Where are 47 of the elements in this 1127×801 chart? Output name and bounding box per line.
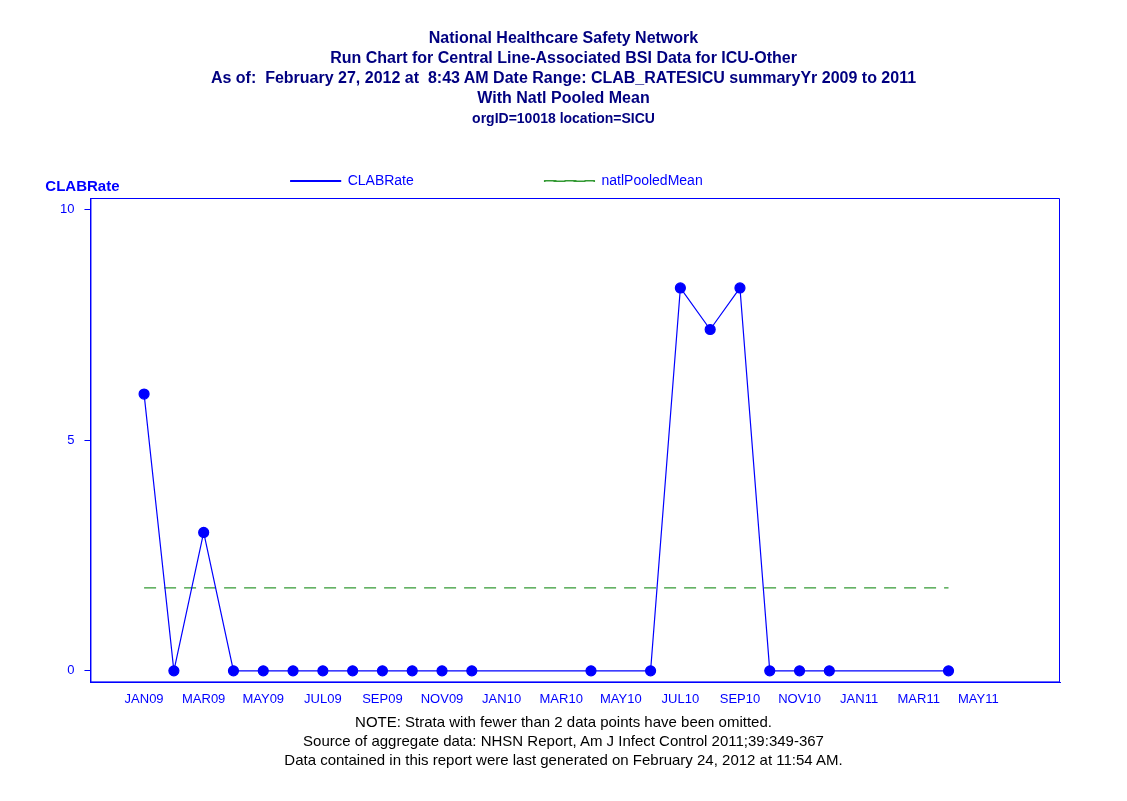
x-tick-label: SEP10 bbox=[719, 690, 761, 706]
x-tick-label: MAR09 bbox=[182, 690, 226, 706]
x-tick-label: NOV10 bbox=[778, 690, 821, 706]
x-tick-label: JUL09 bbox=[304, 690, 342, 706]
y-tick-label: 5 bbox=[67, 431, 75, 447]
x-tick-label: MAY10 bbox=[599, 690, 642, 706]
point bbox=[674, 282, 686, 294]
y-tick-label: 10 bbox=[59, 201, 75, 217]
point bbox=[436, 665, 448, 677]
source-note: Source of aggregate data: NHSN Report, Am J Infect Control 2011;39:349-367 bbox=[302, 731, 825, 750]
text: NOTE: Strata with fewer than 2 data points have been omitted. bbox=[354, 712, 773, 731]
point bbox=[257, 665, 269, 677]
point bbox=[734, 282, 746, 294]
point bbox=[793, 665, 806, 677]
x-tick-label: NOV09 bbox=[420, 690, 464, 706]
x-tick-label: MAR10 bbox=[539, 690, 583, 706]
point bbox=[585, 665, 597, 677]
point bbox=[317, 665, 329, 677]
y-tick-label: 0 bbox=[67, 662, 75, 678]
x-tick-label: SEP09 bbox=[362, 690, 403, 706]
x-tick-label: JAN10 bbox=[482, 690, 522, 706]
point bbox=[466, 665, 478, 677]
legend-label: CLABRate bbox=[347, 171, 531, 188]
x-tick-label: JAN11 bbox=[840, 690, 879, 706]
legend-label: natlPooledMean bbox=[601, 171, 820, 188]
point bbox=[406, 665, 418, 677]
point bbox=[376, 665, 389, 677]
x-tick-label: MAR11 bbox=[897, 690, 940, 706]
point bbox=[347, 665, 359, 677]
point bbox=[942, 665, 955, 677]
point bbox=[764, 665, 776, 677]
chart-subtitle: Run Chart for Central Line-Associated BSI Data for ICU-Other As of: February 27, 2012 at 8:43 AM Date Range: CLAB_RATESICU summaryYr 2009 to 2011 With Natl Pooled Mean orgID=10018 location=SICU bbox=[209, 48, 918, 128]
point bbox=[644, 665, 657, 677]
point bbox=[823, 665, 835, 677]
x-tick-label: JAN09 bbox=[124, 690, 164, 706]
point bbox=[198, 526, 210, 539]
x-tick-label: JUL10 bbox=[661, 690, 700, 706]
chart-title: National Healthcare Safety Network bbox=[427, 28, 700, 48]
point bbox=[704, 323, 716, 336]
text: Data contained in this report were last generated on February 24, 2012 at 11:54 AM. bbox=[283, 750, 844, 769]
x-tick-label: MAY09 bbox=[242, 690, 285, 706]
y-axis-title: CLABRate bbox=[45, 176, 120, 194]
point bbox=[287, 665, 299, 677]
x-tick-label: MAY11 bbox=[957, 690, 999, 706]
point bbox=[168, 665, 180, 677]
point bbox=[138, 388, 150, 400]
point bbox=[227, 665, 240, 677]
